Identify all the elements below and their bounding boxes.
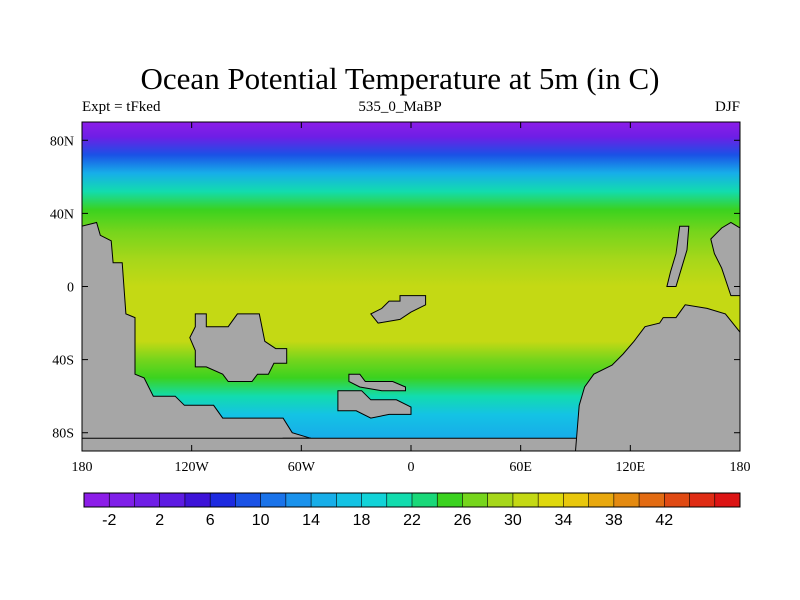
lat-tick-label: 80S — [52, 427, 74, 442]
colorbar-swatch — [210, 493, 236, 507]
colorbar-swatch — [563, 493, 589, 507]
eastern-sliver — [666, 225, 690, 287]
colorbar-label: 22 — [403, 512, 421, 529]
lon-tick-label: 120W — [175, 460, 210, 475]
colorbar-swatch — [639, 493, 665, 507]
equatorial-island — [370, 295, 427, 324]
lon-tick-label: 180 — [730, 460, 751, 475]
map-title: Ocean Potential Temperature at 5m (in C) — [140, 61, 660, 96]
season-label: DJF — [714, 99, 740, 115]
colorbar: -2 2 6 10 14 18 22 26 30 34 38 42 — [83, 492, 741, 529]
colorbar-label: 38 — [605, 512, 623, 529]
colorbar-label: 34 — [554, 512, 572, 529]
western-landmass — [82, 221, 311, 451]
lat-tick-label: 40N — [50, 207, 74, 222]
longitude-axis: 180 120W 60W 0 60E 120E 180 — [72, 122, 751, 475]
colorbar-swatch — [159, 493, 186, 507]
colorbar-label: 14 — [302, 512, 320, 529]
lat-tick-label: 0 — [67, 281, 74, 296]
colorbar-swatch — [386, 493, 413, 507]
colorbar-frame — [83, 492, 741, 508]
colorbar-label: 18 — [353, 512, 371, 529]
colorbar-swatch — [664, 493, 690, 507]
lon-tick-label: 60W — [288, 460, 316, 475]
colorbar-label: -2 — [102, 512, 116, 529]
colorbar-label: 42 — [655, 512, 673, 529]
lat-tick-label: 80N — [50, 134, 74, 149]
lon-tick-label: 180 — [72, 460, 93, 475]
southeast-continent — [574, 304, 740, 451]
colorbar-swatch — [84, 493, 110, 507]
colorbar-swatch — [613, 493, 640, 507]
colorbar-swatch — [260, 493, 287, 507]
colorbar-label: 6 — [206, 512, 215, 529]
southern-island-lower — [337, 390, 412, 419]
colorbar-swatch — [714, 493, 741, 507]
colorbar-swatch — [689, 493, 716, 507]
northeast-arm — [710, 221, 740, 297]
colorbar-swatch — [538, 493, 564, 507]
colorbar-swatch — [588, 493, 615, 507]
colorbar-swatch — [487, 493, 514, 507]
lon-tick-label: 0 — [408, 460, 415, 475]
lon-tick-label: 120E — [616, 460, 646, 475]
colorbar-swatch — [134, 493, 160, 507]
colorbar-label: 10 — [252, 512, 270, 529]
colorbar-swatch — [184, 493, 211, 507]
colorbar-swatch — [361, 493, 388, 507]
experiment-label: Expt = tFked — [82, 99, 161, 115]
latitude-axis: 80N 40N 0 40S 80S — [50, 134, 740, 442]
colorbar-swatch — [462, 493, 488, 507]
colorbar-swatch — [412, 493, 438, 507]
colorbar-swatch — [437, 493, 463, 507]
colorbar-swatch — [285, 493, 312, 507]
period-label: 535_0_MaBP — [358, 99, 442, 115]
colorbar-swatch — [512, 493, 539, 507]
colorbar-swatch — [336, 493, 362, 507]
colorbar-swatch — [235, 493, 261, 507]
central-continent — [189, 313, 288, 382]
colorbar-label: 30 — [504, 512, 522, 529]
colorbar-swatch — [311, 493, 337, 507]
colorbar-label: 26 — [454, 512, 472, 529]
southern-island-upper — [348, 373, 406, 392]
colorbar-swatch — [109, 493, 135, 507]
lat-tick-label: 40S — [52, 354, 74, 369]
land-layer — [82, 221, 740, 451]
colorbar-label: 2 — [155, 512, 164, 529]
lon-tick-label: 60E — [509, 460, 532, 475]
